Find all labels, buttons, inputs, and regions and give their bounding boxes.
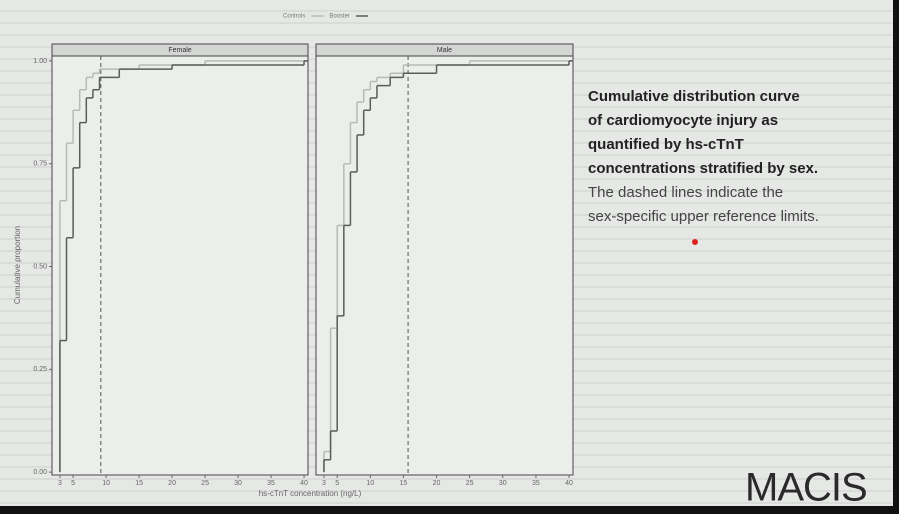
x-tick-label: 30	[234, 480, 242, 487]
caption-bold: of cardiomyocyte injury as	[588, 112, 778, 129]
x-tick-label: 25	[466, 480, 474, 487]
x-tick-label: 3	[322, 480, 326, 487]
x-tick-label: 5	[335, 480, 339, 487]
x-tick-label: 20	[168, 480, 176, 487]
caption-text: sex-specific upper reference limits.	[588, 208, 819, 225]
y-tick-label: 0.50	[33, 263, 47, 270]
x-tick-label: 10	[102, 480, 110, 487]
legend-label: Controls	[283, 14, 305, 20]
x-tick-label: 35	[267, 480, 275, 487]
x-tick-label: 10	[366, 480, 374, 487]
panel-background	[315, 55, 574, 476]
y-tick-label: 1.00	[33, 58, 47, 65]
caption-bold: concentrations stratified by sex.	[588, 160, 818, 177]
caption-bold: Cumulative distribution curve	[588, 88, 800, 105]
y-tick-label: 0.00	[33, 469, 47, 476]
x-tick-label: 15	[400, 480, 408, 487]
x-tick-label: 35	[532, 480, 540, 487]
y-axis-label: Cumulative proportion	[13, 226, 22, 304]
caption-bold: quantified by hs-cTnT	[588, 136, 744, 153]
caption-text: The dashed lines indicate the	[588, 184, 783, 201]
x-tick-label: 40	[565, 480, 573, 487]
frame-edge	[893, 0, 899, 514]
panel-strip	[51, 43, 309, 57]
legend-label: Booster	[329, 14, 350, 20]
logo: MACIS	[745, 466, 867, 510]
panel-title: Male	[437, 47, 452, 54]
frame-edge	[0, 506, 899, 514]
x-tick-label: 15	[135, 480, 143, 487]
x-tick-label: 5	[71, 480, 75, 487]
panel-title: Female	[168, 47, 191, 54]
x-axis-label: hs-cTnT concentration (ng/L)	[259, 489, 362, 498]
panel-background	[51, 55, 309, 476]
x-tick-label: 20	[433, 480, 441, 487]
x-tick-label: 30	[499, 480, 507, 487]
panel-strip	[315, 43, 574, 57]
x-tick-label: 25	[201, 480, 209, 487]
x-tick-label: 3	[58, 480, 62, 487]
y-tick-label: 0.25	[33, 366, 47, 373]
laser-dot	[692, 239, 698, 245]
y-tick-label: 0.75	[33, 161, 47, 168]
x-tick-label: 40	[300, 480, 308, 487]
